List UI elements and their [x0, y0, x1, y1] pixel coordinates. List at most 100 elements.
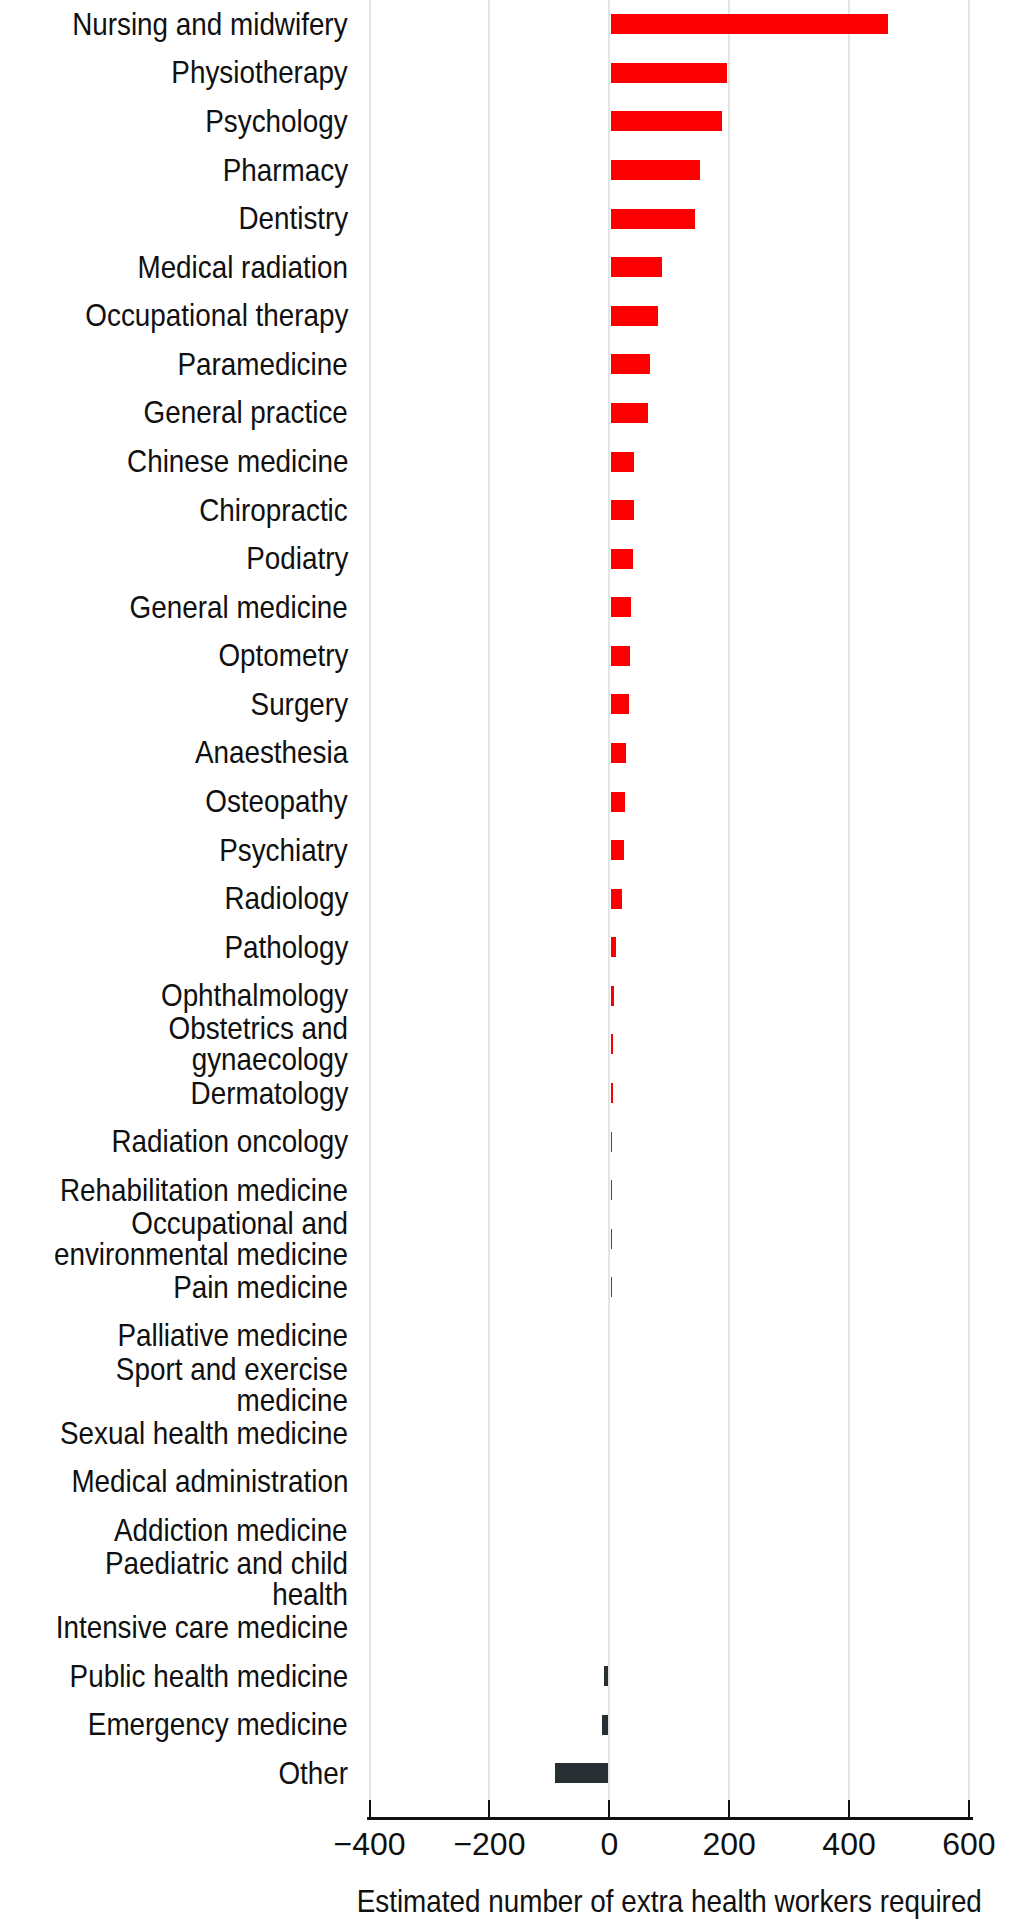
category-label: Medical radiation: [0, 243, 348, 292]
bar: [611, 986, 614, 1006]
category-label-text: Radiology: [224, 883, 348, 914]
category-label-text: Optometry: [218, 640, 348, 671]
bar: [611, 452, 635, 472]
x-tick: [488, 1800, 490, 1817]
category-label-text: Occupational and environmental medicine: [54, 1208, 348, 1270]
category-label-text: Paediatric and child health: [45, 1548, 348, 1610]
category-label: Anaesthesia: [0, 729, 348, 778]
category-label: Podiatry: [0, 534, 348, 583]
bar: [555, 1763, 607, 1783]
gridline: [848, 0, 850, 1800]
category-label-text: Surgery: [251, 689, 348, 720]
category-label: Public health medicine: [0, 1652, 348, 1701]
category-label-text: Intensive care medicine: [56, 1612, 348, 1643]
category-label: Pharmacy: [0, 146, 348, 195]
x-axis-line: [367, 1817, 973, 1820]
bar: [611, 937, 617, 957]
bar: [611, 257, 662, 277]
x-tick-label: 400: [789, 1826, 909, 1862]
category-label-text: Dentistry: [238, 203, 348, 234]
category-label-text: Addiction medicine: [114, 1515, 348, 1546]
category-label-text: Palliative medicine: [117, 1320, 348, 1351]
category-label-text: General practice: [144, 397, 348, 428]
category-label-text: Medical administration: [71, 1466, 348, 1497]
category-label: Obstetrics and gynaecology: [0, 1020, 348, 1069]
category-label-text: Public health medicine: [69, 1661, 348, 1692]
bar: [604, 1666, 608, 1686]
x-tick: [608, 1800, 610, 1817]
category-label: Chiropractic: [0, 486, 348, 535]
category-label: Osteopathy: [0, 777, 348, 826]
bar: [611, 646, 630, 666]
category-label: General medicine: [0, 583, 348, 632]
category-label-text: Ophthalmology: [161, 980, 348, 1011]
bar: [611, 1083, 613, 1103]
x-tick-label: 200: [669, 1826, 789, 1862]
x-axis-title: Estimated number of extra health workers…: [269, 1885, 1009, 1917]
category-label-text: Sport and exercise medicine: [45, 1354, 348, 1416]
category-label-text: Psychiatry: [220, 835, 348, 866]
bar: [611, 694, 629, 714]
bar: [611, 63, 727, 83]
category-label-text: Pharmacy: [223, 155, 348, 186]
category-label: Dermatology: [0, 1069, 348, 1118]
category-label-text: Rehabilitation medicine: [60, 1175, 348, 1206]
category-label: Chinese medicine: [0, 437, 348, 486]
category-label-text: Chinese medicine: [127, 446, 348, 477]
bar: [611, 889, 623, 909]
bar: [611, 306, 658, 326]
category-label-text: General medicine: [130, 592, 348, 623]
x-tick-label: −400: [310, 1826, 430, 1862]
category-label: Psychiatry: [0, 826, 348, 875]
bar: [611, 1034, 614, 1054]
x-tick: [369, 1800, 371, 1817]
gridline: [968, 0, 970, 1800]
category-label-text: Emergency medicine: [88, 1709, 348, 1740]
category-label-text: Pain medicine: [173, 1272, 348, 1303]
category-label-text: Medical radiation: [138, 252, 348, 283]
category-label-text: Radiation oncology: [111, 1126, 348, 1157]
gridline: [369, 0, 371, 1800]
bar: [611, 840, 624, 860]
category-label: Physiotherapy: [0, 49, 348, 98]
category-label: Sexual health medicine: [0, 1409, 348, 1458]
gridline: [728, 0, 730, 1800]
bar: [602, 1715, 608, 1735]
category-label: Pain medicine: [0, 1263, 348, 1312]
category-label: Occupational and environmental medicine: [0, 1215, 348, 1264]
x-tick-label: −200: [429, 1826, 549, 1862]
category-label: Radiation oncology: [0, 1117, 348, 1166]
category-label-text: Chiropractic: [199, 495, 348, 526]
bar: [611, 354, 650, 374]
gridline: [488, 0, 490, 1800]
category-label: Occupational therapy: [0, 291, 348, 340]
bar: [611, 549, 633, 569]
category-label: Emergency medicine: [0, 1700, 348, 1749]
category-label: Optometry: [0, 632, 348, 681]
category-label: Sport and exercise medicine: [0, 1360, 348, 1409]
category-label: Other: [0, 1749, 348, 1798]
category-label: Dentistry: [0, 194, 348, 243]
bar: [611, 1229, 612, 1249]
category-label-text: Anaesthesia: [195, 737, 348, 768]
bar: [611, 500, 634, 520]
bar: [611, 1277, 612, 1297]
bar: [611, 160, 701, 180]
category-label-text: Paramedicine: [178, 349, 348, 380]
category-label-text: Occupational therapy: [85, 300, 348, 331]
bar: [611, 1132, 612, 1152]
bar: [611, 14, 888, 34]
bar: [611, 111, 722, 131]
category-label: Medical administration: [0, 1457, 348, 1506]
x-tick-label: 600: [909, 1826, 1009, 1862]
category-label-text: Podiatry: [246, 543, 348, 574]
category-label-text: Other: [278, 1758, 348, 1789]
bar-chart: Nursing and midwiferyPhysiotherapyPsycho…: [0, 0, 1009, 1921]
category-label: Surgery: [0, 680, 348, 729]
category-label: Paramedicine: [0, 340, 348, 389]
x-tick: [728, 1800, 730, 1817]
category-label: Pathology: [0, 923, 348, 972]
bar: [611, 792, 625, 812]
category-label: Radiology: [0, 874, 348, 923]
category-label: Intensive care medicine: [0, 1603, 348, 1652]
